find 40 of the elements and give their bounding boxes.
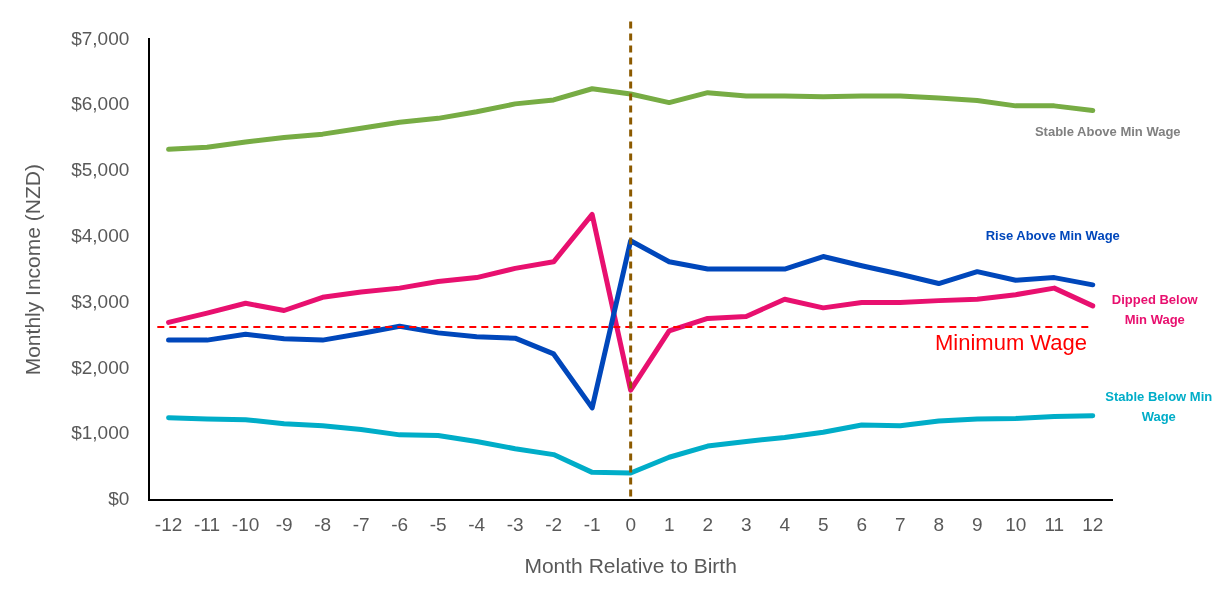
x-tick-label: -12 [154, 513, 183, 535]
x-tick-label: -5 [429, 513, 447, 535]
x-tick-label: 4 [779, 513, 791, 535]
text: Rise Above Min Wage [985, 228, 1120, 244]
y-tick-label: $6,000 [71, 93, 130, 115]
y-tick-label: $7,000 [71, 27, 130, 49]
x-tick-label: -9 [275, 513, 293, 535]
x-tick-label: 8 [933, 513, 945, 535]
x-tick-label: 7 [894, 513, 906, 535]
y-tick-label: $3,000 [71, 290, 130, 312]
x-tick-label: -7 [352, 513, 370, 535]
series-label: Stable Below Min Wage [1105, 389, 1213, 425]
y-tick-label: $5,000 [71, 159, 130, 181]
x-tick-label: 5 [817, 513, 829, 535]
x-tick-label: 10 [1005, 513, 1027, 535]
y-tick-label: $4,000 [71, 225, 130, 247]
ref-line-label: Minimum Wage [935, 330, 1087, 356]
x-tick-label: 3 [740, 513, 752, 535]
y-axis-title: Monthly Income (NZD) [21, 164, 45, 376]
x-tick-label: -2 [545, 513, 563, 535]
x-tick-label: 12 [1082, 513, 1104, 535]
y-tick-label: $0 [108, 488, 130, 510]
series-label: Stable Above Min Wage [1034, 124, 1181, 140]
x-tick-label: -8 [314, 513, 332, 535]
x-tick-label: 2 [702, 513, 713, 535]
x-tick-label: -1 [583, 513, 601, 535]
x-tick-label: 11 [1044, 513, 1065, 535]
x-tick-label: -11 [194, 513, 221, 535]
series-label: Dipped Below Min Wage [1111, 292, 1199, 328]
x-tick-label: -10 [231, 513, 260, 535]
x-tick-label: 0 [625, 513, 636, 535]
y-tick-label: $1,000 [71, 422, 130, 444]
y-tick-label: $2,000 [71, 356, 130, 378]
x-tick-label: -4 [468, 513, 486, 535]
x-tick-label: 6 [856, 513, 867, 535]
x-tick-label: 1 [663, 513, 675, 535]
x-tick-label: -6 [391, 513, 409, 535]
x-tick-label: 9 [971, 513, 983, 535]
x-tick-label: -3 [506, 513, 524, 535]
x-axis-title: Month Relative to Birth [524, 554, 737, 578]
